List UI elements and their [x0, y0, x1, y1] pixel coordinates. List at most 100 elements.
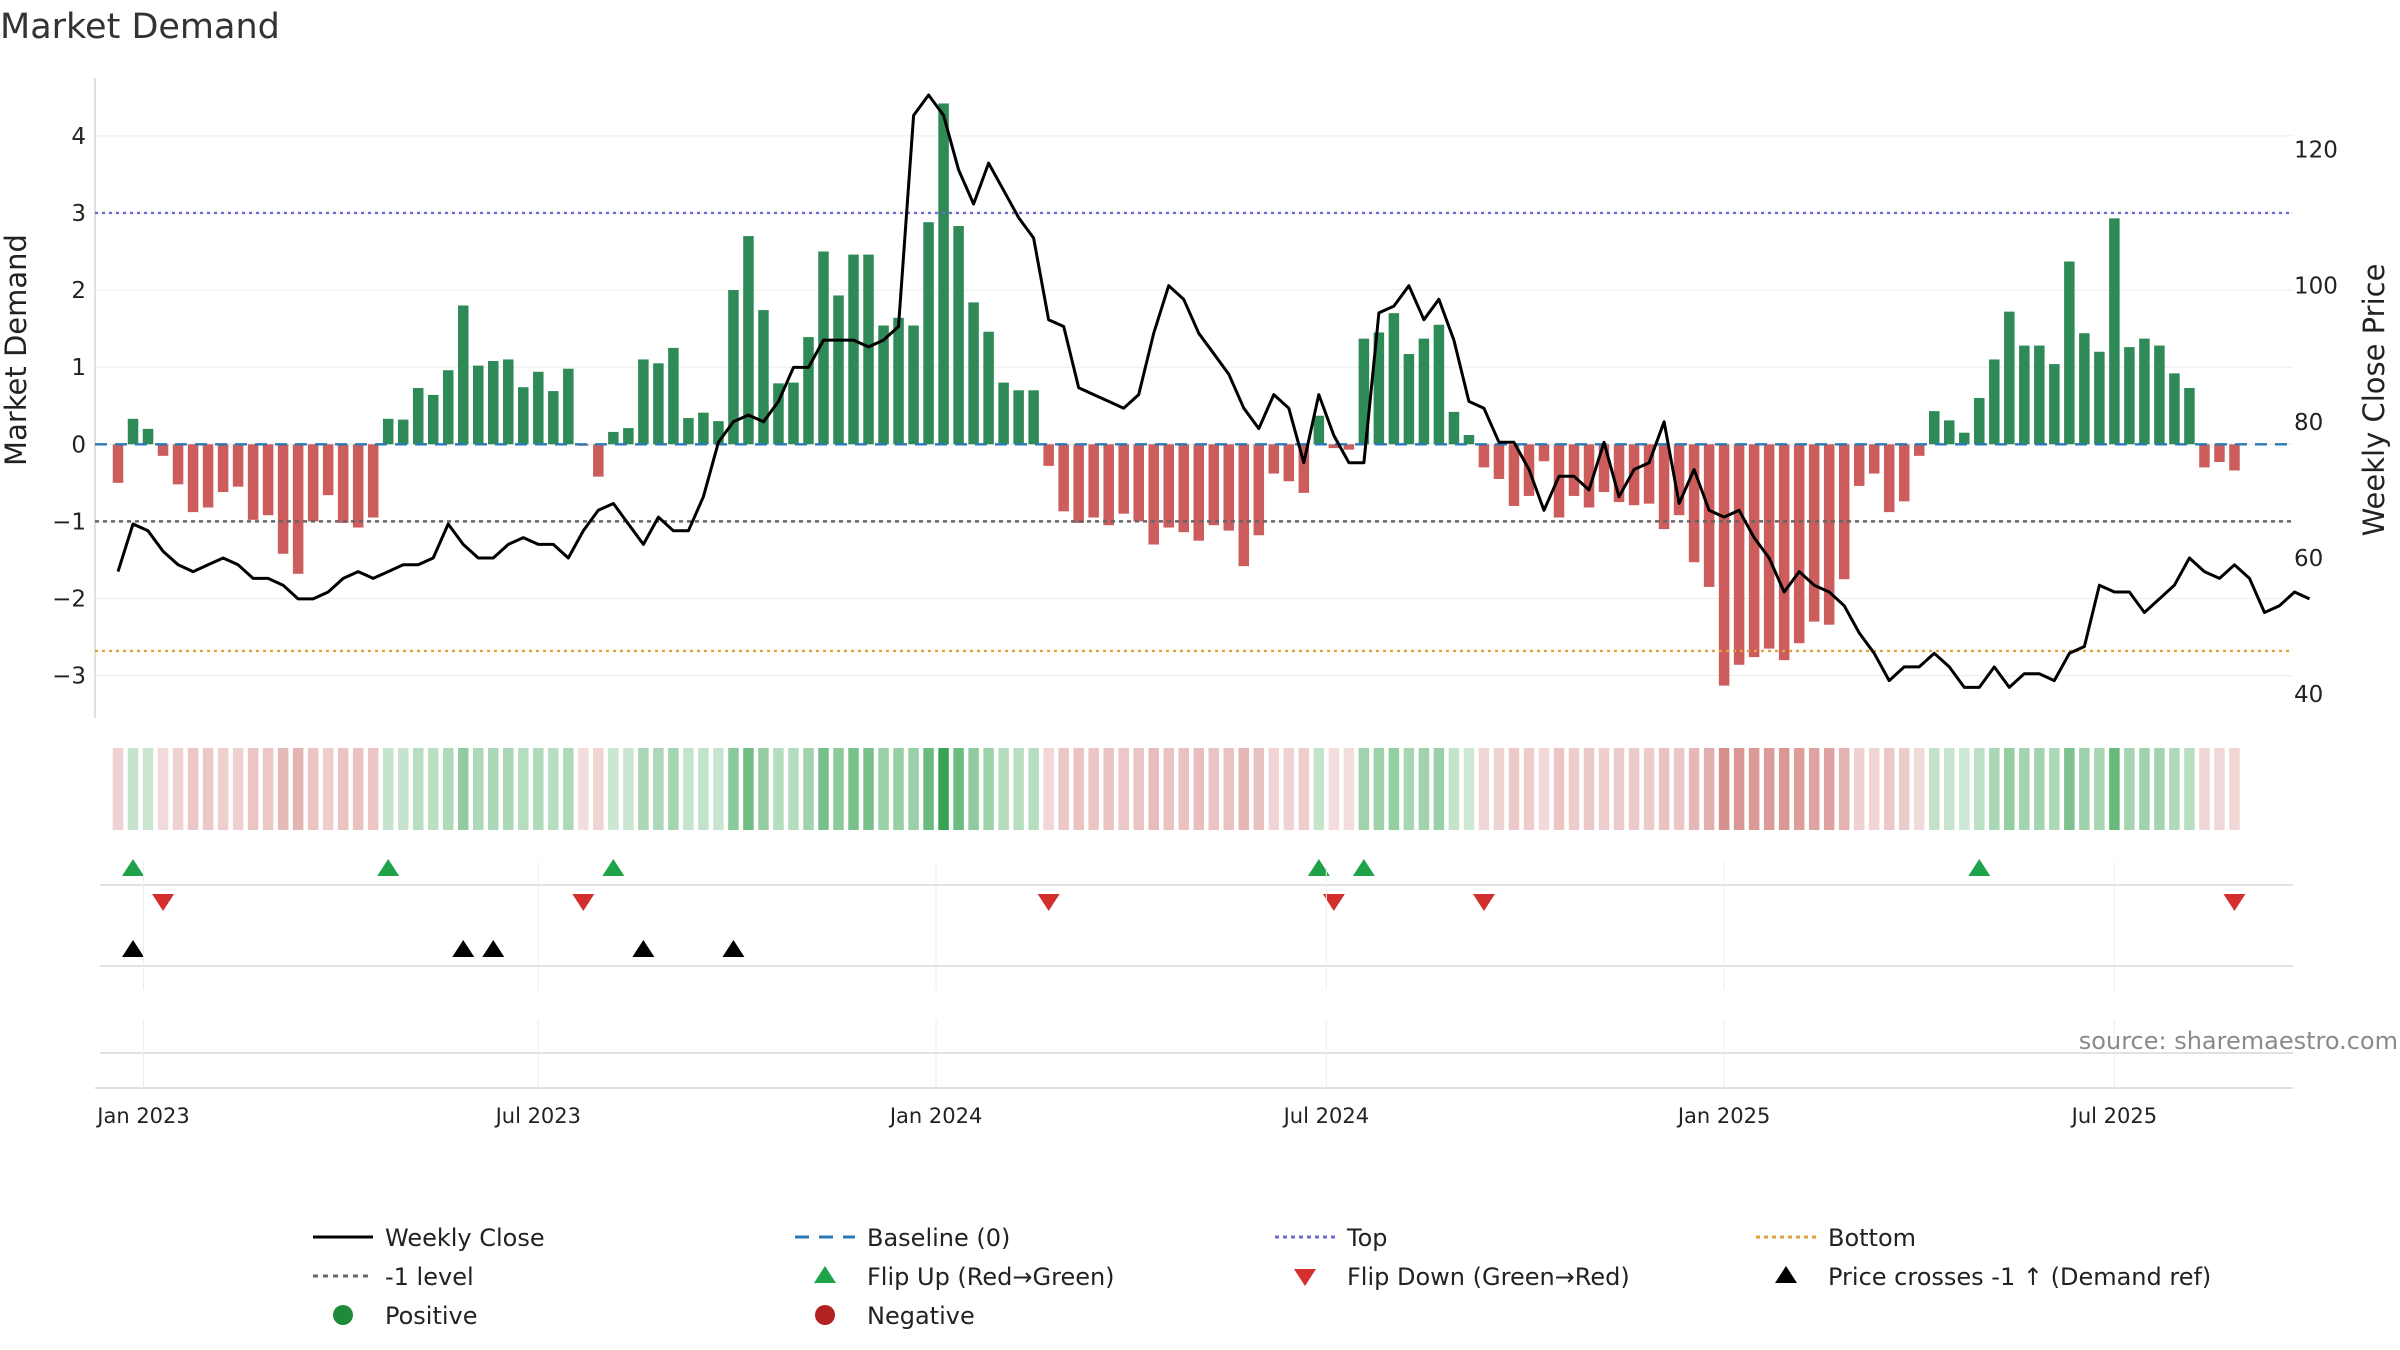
heat-cell: [773, 748, 784, 830]
heat-cell: [2184, 748, 2195, 830]
legend: Weekly Close Baseline (0) Top Bottom -1 leve…: [313, 1224, 2211, 1330]
demand-bar-positive: [983, 331, 994, 445]
demand-bar-positive: [668, 347, 679, 445]
demand-bar-negative: [1778, 444, 1790, 661]
demand-bar-positive: [2049, 364, 2060, 445]
legend-label: Flip Up (Red→Green): [867, 1263, 1115, 1291]
demand-bar-positive: [938, 103, 949, 445]
heat-cell: [2079, 748, 2090, 830]
heat-cell: [1673, 748, 1685, 830]
heat-cell: [1388, 748, 1400, 830]
demand-bar-negative: [277, 444, 289, 554]
legend-label: Bottom: [1828, 1224, 1916, 1252]
heat-cell: [998, 748, 1009, 830]
demand-bar-negative: [1583, 444, 1595, 508]
demand-bar-negative: [1043, 444, 1054, 466]
demand-bar-negative: [322, 444, 334, 496]
heat-cell: [1628, 748, 1640, 830]
flip-up-marker: [377, 859, 400, 876]
heat-cell: [217, 748, 229, 830]
heat-cell: [457, 748, 469, 830]
heat-cell: [1028, 748, 1039, 830]
demand-bar-positive: [1418, 338, 1430, 445]
heat-cell: [1103, 748, 1114, 830]
demand-bar-positive: [2184, 387, 2195, 445]
demand-bar-positive: [518, 387, 529, 445]
demand-bar-negative: [1883, 444, 1895, 513]
demand-bar-positive: [908, 325, 919, 445]
demand-bar-positive: [2064, 261, 2075, 445]
demand-bar-negative: [1628, 444, 1640, 506]
demand-bar-negative: [1838, 444, 1850, 580]
heat-cell: [1118, 748, 1129, 830]
heat-cell: [1133, 748, 1144, 830]
demand-bar-positive: [382, 418, 394, 445]
demand-bar-negative: [1793, 444, 1805, 644]
demand-bar-positive: [1013, 390, 1024, 445]
heat-cell: [2049, 748, 2060, 830]
heat-cell: [1868, 748, 1880, 830]
heat-cell: [488, 748, 499, 830]
demand-bar-positive: [1373, 332, 1385, 445]
demand-bar-negative: [1118, 444, 1129, 514]
legend-item: Price crosses -1 ↑ (Demand ref): [1775, 1263, 2211, 1291]
y-tick-left-label: −2: [52, 586, 86, 612]
heat-cell: [1298, 748, 1310, 830]
demand-bar-positive: [1433, 324, 1445, 445]
heat-cell: [1268, 748, 1280, 830]
legend-label: Positive: [385, 1302, 478, 1330]
demand-bar-positive: [1944, 420, 1955, 445]
weekly-close-line: [116, 93, 2311, 689]
demand-bar-negative: [1733, 444, 1745, 665]
heat-cell: [1763, 748, 1775, 830]
y-tick-right-label: 80: [2294, 410, 2323, 436]
demand-bar-positive: [503, 359, 514, 445]
heat-cell: [2109, 748, 2120, 830]
demand-bar-positive: [683, 418, 694, 445]
demand-bar-positive: [1989, 359, 2000, 445]
demand-bar-positive: [127, 418, 139, 445]
demand-bar-negative: [352, 444, 364, 528]
demand-bar-negative: [1748, 444, 1760, 658]
source-label: source: sharemaestro.com: [2079, 1027, 2398, 1055]
heat-cell: [1583, 748, 1595, 830]
demand-bar-negative: [247, 444, 259, 520]
demand-bar-negative: [1643, 444, 1655, 504]
heat-cell: [1658, 748, 1670, 830]
heat-cell: [1478, 748, 1490, 830]
legend-marker-positive: [333, 1305, 353, 1325]
heat-cell: [623, 748, 634, 830]
demand-bar-positive: [2094, 351, 2105, 445]
demand-bar-negative: [1763, 444, 1775, 649]
legend-marker-flip-up: [814, 1266, 836, 1283]
heat-cell: [1929, 748, 1940, 830]
demand-bar-positive: [2004, 311, 2015, 445]
demand-bar-positive: [968, 302, 979, 445]
heat-cell: [608, 748, 619, 830]
demand-bar-positive: [893, 317, 904, 445]
heat-cell: [1748, 748, 1760, 830]
heat-cell: [1913, 748, 1925, 830]
legend-item: Bottom: [1756, 1224, 1916, 1252]
y-tick-left-label: 1: [71, 355, 86, 381]
demand-bar-positive: [743, 236, 754, 445]
flip-up-marker: [1307, 859, 1330, 876]
demand-bar-positive: [653, 363, 664, 445]
heat-cell: [1358, 748, 1370, 830]
legend-label: Price crosses -1 ↑ (Demand ref): [1828, 1263, 2211, 1291]
demand-bar-positive: [833, 295, 844, 445]
heat-cell: [1898, 748, 1910, 830]
demand-bar-negative: [337, 444, 349, 523]
heat-cell: [878, 748, 889, 830]
y-axis-right-label: Weekly Close Price: [2357, 264, 2391, 537]
price-cross-marker: [452, 940, 475, 957]
heat-cell: [788, 748, 799, 830]
demand-bar-positive: [998, 382, 1009, 445]
heat-cell: [172, 748, 184, 830]
demand-bar-negative: [232, 444, 244, 487]
heat-cell: [1523, 748, 1535, 830]
heat-cell: [187, 748, 199, 830]
demand-bar-positive: [548, 391, 559, 445]
heat-cell: [1643, 748, 1655, 830]
demand-bar-negative: [1238, 444, 1250, 567]
